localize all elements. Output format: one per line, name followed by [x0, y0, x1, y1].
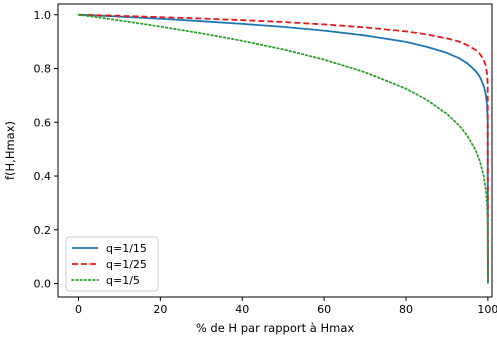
series-line-2: [78, 13, 489, 284]
x-tick-label: 60: [317, 303, 331, 316]
y-tick-label: 0.2: [34, 224, 52, 237]
legend-label: q=1/25: [106, 258, 147, 271]
x-axis-label: % de H par rapport à Hmax: [196, 321, 355, 335]
series-lines: [77, 13, 489, 285]
x-tick-label: 0: [75, 303, 82, 316]
x-tick-label: 80: [399, 303, 413, 316]
x-tick-label: 20: [153, 303, 167, 316]
series-line-1: [78, 13, 489, 284]
legend-label: q=1/5: [106, 274, 140, 287]
legend-label: q=1/15: [106, 242, 147, 255]
y-tick-label: 0.0: [34, 278, 52, 291]
y-tick-label: 0.8: [34, 63, 52, 76]
x-tick-label: 100: [477, 303, 497, 316]
plot-frame: [57, 3, 493, 298]
y-axis-ticks: 0.0 0.2 0.4 0.6 0.8 1.0: [34, 9, 58, 291]
series-line-3: [77, 13, 489, 285]
legend: q=1/15 q=1/25 q=1/5: [65, 236, 159, 292]
y-tick-label: 0.6: [34, 116, 52, 129]
legend-box: [65, 236, 159, 292]
y-tick-label: 1.0: [34, 9, 52, 22]
y-axis-label: f(H,Hmax): [3, 121, 17, 180]
y-tick-label: 0.4: [34, 170, 52, 183]
x-axis-ticks: 0 20 40 60 80 100: [75, 297, 497, 316]
x-tick-label: 40: [235, 303, 249, 316]
